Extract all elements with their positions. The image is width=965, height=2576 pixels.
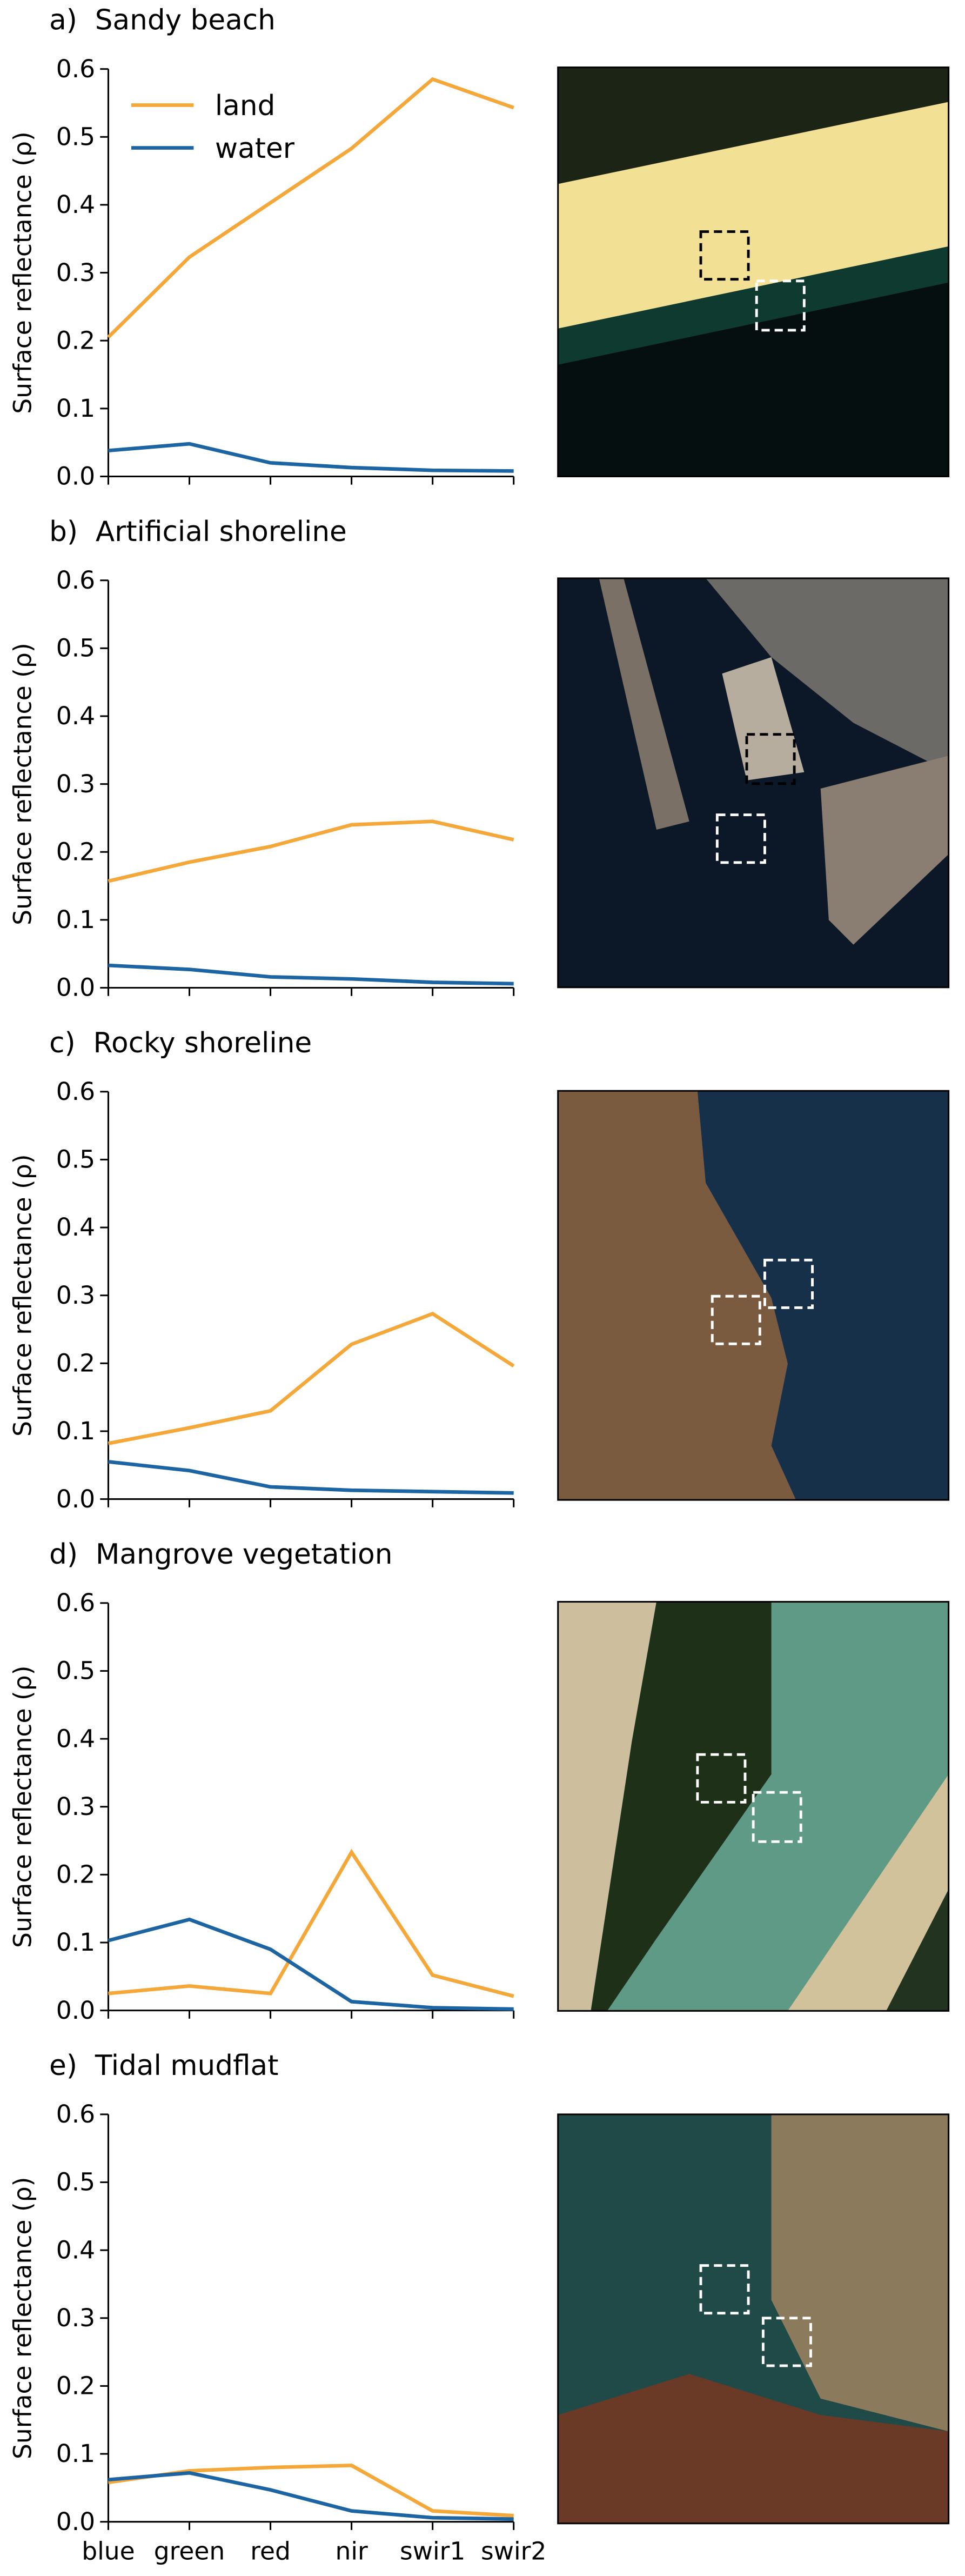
line-series: water [108,442,514,473]
y-tick-label: 0.1 [56,1928,95,1957]
x-tick-label: swir2 [481,2537,546,2566]
chart-title: d) Mangrove vegetation [49,1538,392,1571]
line-series: land [107,77,514,339]
y-tick-label: 0.0 [56,1485,95,1513]
y-tick-label: 0.6 [56,2100,95,2128]
y-tick-label: 0.3 [56,770,95,798]
y-tick-label: 0.2 [56,837,95,866]
y-axis-label: Surface reflectance (ρ) [9,1154,37,1436]
chart-title: e) Tidal mudflat [49,2050,278,2082]
y-tick-label: 0.1 [56,905,95,934]
y-tick-label: 0.3 [56,2304,95,2332]
satellite-image [557,577,950,989]
y-tick-label: 0.4 [56,702,95,730]
y-tick-label: 0.5 [56,1145,95,1174]
y-tick-label: 0.1 [56,394,95,423]
line-series: water [108,1460,514,1495]
chart-title: b) Artificial shoreline [49,516,347,548]
y-tick-label: 0.4 [56,1213,95,1242]
y-tick-label: 0.1 [56,2439,95,2468]
y-tick-label: 0.0 [56,973,95,1002]
line-series: land [108,819,514,883]
satellite-image [557,66,950,477]
y-tick-label: 0.4 [56,1724,95,1753]
y-tick-label: 0.0 [56,2507,95,2536]
satellite-image [557,1090,950,1501]
line-series: land [108,1311,515,1445]
x-tick-label: green [154,2537,225,2566]
line-series: land [108,1848,514,1998]
chart-title: c) Rocky shoreline [49,1027,312,1059]
y-tick-label: 0.3 [56,1281,95,1310]
y-tick-label: 0.1 [56,1417,95,1445]
y-tick-label: 0.5 [56,1657,95,1685]
y-tick-label: 0.2 [56,1860,95,1889]
y-tick-label: 0.5 [56,122,95,151]
x-tick-label: swir1 [400,2537,465,2566]
y-axis-label: Surface reflectance (ρ) [9,1665,37,1947]
y-tick-label: 0.6 [56,55,95,83]
satellite-image [557,2113,950,2525]
y-tick-label: 0.6 [56,1077,95,1106]
y-axis-label: Surface reflectance (ρ) [9,643,37,925]
x-tick-label: red [250,2537,291,2566]
y-axis-label: Surface reflectance (ρ) [9,2177,37,2459]
y-tick-label: 0.0 [56,462,95,491]
legend-label: land [215,90,275,122]
y-tick-label: 0.2 [56,1349,95,1377]
y-tick-label: 0.4 [56,190,95,219]
y-tick-label: 0.4 [56,2235,95,2264]
y-tick-label: 0.6 [56,566,95,595]
y-tick-label: 0.6 [56,1589,95,1617]
y-tick-label: 0.2 [56,2372,95,2400]
line-series: water [108,963,514,986]
line-series: water [108,1917,514,2011]
y-tick-label: 0.5 [56,634,95,663]
line-series: water [108,2471,514,2521]
y-tick-label: 0.3 [56,1792,95,1821]
x-tick-label: nir [335,2537,368,2566]
y-tick-label: 0.0 [56,1996,95,2025]
satellite-image [557,1601,950,2012]
x-tick-label: blue [82,2537,135,2566]
y-tick-label: 0.3 [56,258,95,287]
chart-title: a) Sandy beach [49,4,276,37]
legend-label: water [215,132,295,165]
y-axis-label: Surface reflectance (ρ) [9,131,37,413]
y-tick-label: 0.2 [56,326,95,355]
y-tick-label: 0.5 [56,2168,95,2197]
